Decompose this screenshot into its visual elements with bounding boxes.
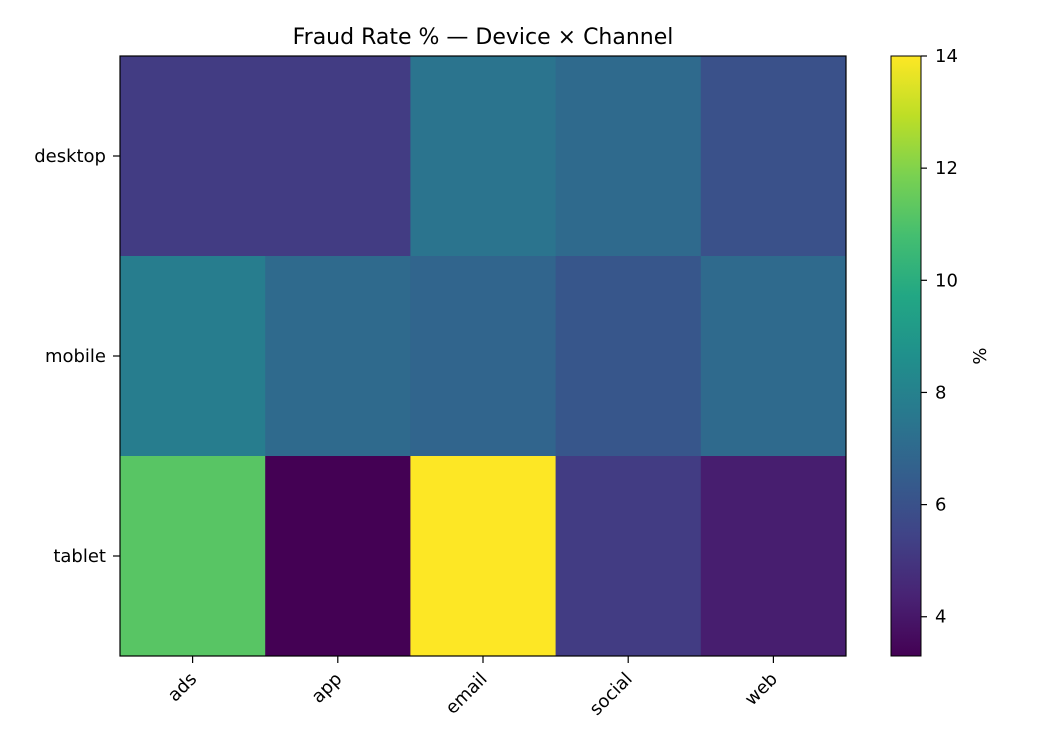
- heatmap-cells: [120, 56, 847, 657]
- heatmap-cell-mobile-email: [410, 256, 557, 457]
- x-tick-label-app: app: [308, 669, 347, 708]
- heatmap-cell-desktop-app: [265, 56, 411, 257]
- heatmap-cell-mobile-web: [700, 256, 847, 457]
- heatmap-cell-tablet-ads: [120, 456, 266, 657]
- heatmap-cell-tablet-app: [265, 456, 411, 657]
- heatmap-cell-desktop-web: [700, 56, 847, 257]
- y-tick-label-desktop: desktop: [34, 146, 106, 167]
- heatmap-cell-tablet-web: [700, 456, 847, 657]
- heatmap-cell-tablet-email: [410, 456, 557, 657]
- colorbar: [890, 55, 922, 657]
- chart-title: Fraud Rate % — Device × Channel: [293, 25, 674, 50]
- y-tick-label-mobile: mobile: [45, 346, 106, 367]
- x-tick-label-social: social: [586, 669, 637, 720]
- x-tick-label-web: web: [741, 669, 782, 710]
- x-axis: ads app email social web: [164, 656, 782, 720]
- colorbar-tick-label: 6: [935, 495, 946, 516]
- heatmap-cell-desktop-ads: [120, 56, 266, 257]
- x-tick-label-email: email: [442, 669, 492, 719]
- heatmap-cell-mobile-app: [265, 256, 411, 457]
- colorbar-tick-label: 4: [935, 607, 946, 628]
- colorbar-tick-label: 12: [935, 158, 958, 179]
- heatmap-cell-mobile-ads: [120, 256, 266, 457]
- y-axis: desktop mobile tablet: [34, 146, 120, 567]
- colorbar-axis: 4 6 8 10 12 14: [921, 46, 958, 628]
- colorbar-tick-label: 8: [935, 382, 946, 403]
- x-tick-label-ads: ads: [164, 669, 201, 706]
- colorbar-tick-label: 14: [935, 46, 958, 67]
- heatmap-cell-mobile-social: [555, 256, 702, 457]
- heatmap-cell-tablet-social: [555, 456, 702, 657]
- y-tick-label-tablet: tablet: [53, 546, 106, 567]
- colorbar-tick-label: 10: [935, 270, 958, 291]
- colorbar-label: %: [970, 347, 991, 364]
- heatmap-cell-desktop-social: [555, 56, 702, 257]
- heatmap-cell-desktop-email: [410, 56, 557, 257]
